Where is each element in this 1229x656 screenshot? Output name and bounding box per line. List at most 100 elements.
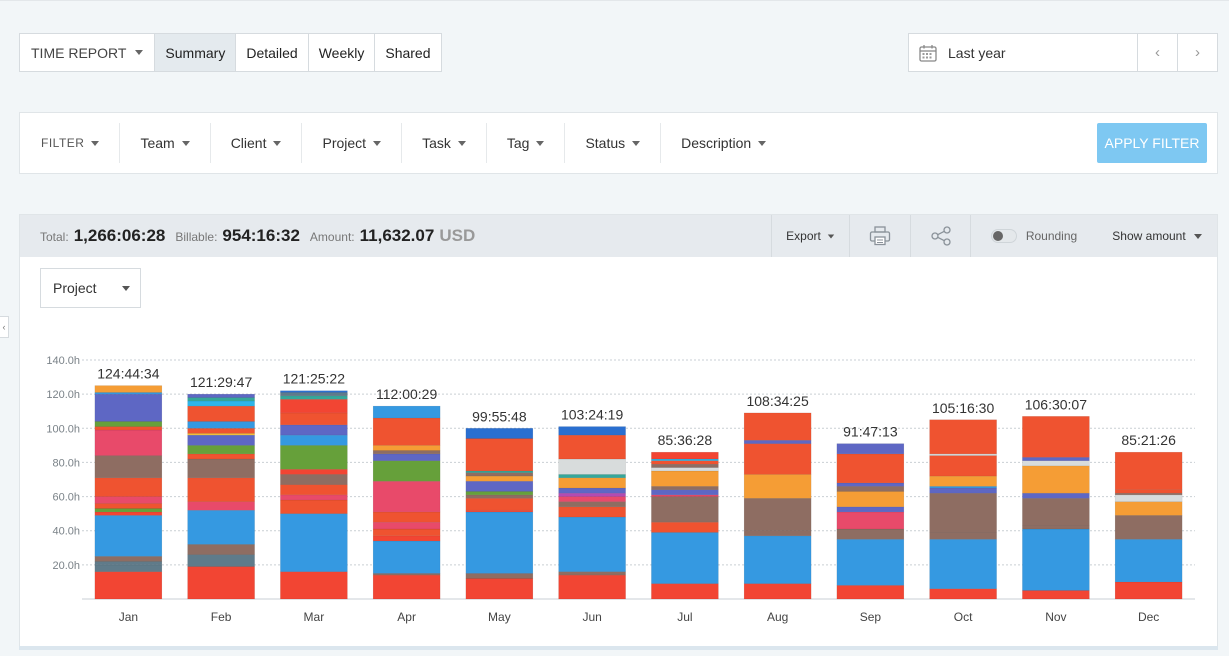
bar-segment bbox=[372, 480, 441, 513]
print-button[interactable] bbox=[849, 215, 910, 257]
bar-segment bbox=[465, 491, 534, 496]
bar-segment bbox=[280, 513, 348, 572]
bar-segment bbox=[651, 463, 719, 468]
bar-segment bbox=[651, 460, 719, 465]
show-amount-dropdown[interactable]: Show amount bbox=[1097, 215, 1217, 257]
bar-segment bbox=[743, 439, 812, 444]
date-range-picker: Last year ‹ › bbox=[908, 33, 1218, 72]
bar-segment bbox=[280, 494, 348, 501]
bar-segment bbox=[187, 501, 255, 511]
filter-tag[interactable]: Tag bbox=[487, 123, 566, 163]
panel-bottom-edge bbox=[19, 646, 1218, 650]
x-tick-label: May bbox=[488, 610, 511, 624]
y-tick-label: 40.0h bbox=[52, 526, 80, 538]
chevron-right-icon: › bbox=[1195, 44, 1200, 61]
bar-segment bbox=[280, 469, 348, 475]
bar-segment bbox=[372, 574, 441, 600]
filter-bar: FILTER Team Client Project Task Tag Stat… bbox=[19, 112, 1218, 174]
bar-segment bbox=[94, 429, 163, 456]
chevron-down-icon bbox=[373, 140, 382, 146]
bar-segment bbox=[1114, 501, 1183, 516]
bar-segment bbox=[280, 474, 348, 485]
tab-summary[interactable]: Summary bbox=[155, 34, 237, 71]
bar-segment bbox=[372, 573, 441, 576]
rounding-toggle[interactable]: Rounding bbox=[970, 215, 1097, 257]
bar-segment bbox=[94, 421, 163, 427]
chevron-down-icon bbox=[827, 234, 835, 238]
filter-team-label: Team bbox=[140, 135, 175, 151]
bar-segment bbox=[651, 494, 719, 497]
chevron-down-icon bbox=[91, 140, 100, 146]
bar-total-label: 106:30:07 bbox=[1025, 396, 1087, 412]
bar-segment bbox=[1022, 590, 1090, 600]
bar-segment bbox=[280, 484, 348, 496]
bar-segment bbox=[94, 511, 163, 516]
report-panel: Total: 1,266:06:28 Billable: 954:16:32 A… bbox=[19, 214, 1218, 648]
bar-segment bbox=[1114, 539, 1183, 583]
bar-segment bbox=[651, 467, 719, 472]
filter-task-label: Task bbox=[422, 135, 451, 151]
export-button[interactable]: Export bbox=[771, 215, 849, 257]
bar-segment bbox=[465, 480, 534, 492]
bar-segment bbox=[372, 450, 441, 455]
filter-client[interactable]: Client bbox=[211, 123, 303, 163]
tab-detailed[interactable]: Detailed bbox=[236, 34, 309, 71]
bar-segment bbox=[372, 540, 441, 574]
bar-segment bbox=[558, 426, 626, 436]
sidebar-collapse-toggle[interactable]: ‹ bbox=[0, 316, 9, 338]
x-tick-label: Nov bbox=[1045, 610, 1066, 624]
filter-description[interactable]: Description bbox=[661, 123, 786, 163]
date-range-button[interactable]: Last year bbox=[909, 34, 1137, 71]
report-tabs: TIME REPORT Summary Detailed Weekly Shar… bbox=[19, 33, 442, 72]
group-by-label: Project bbox=[53, 280, 97, 296]
bar-segment bbox=[465, 470, 534, 473]
filter-menu[interactable]: FILTER bbox=[20, 123, 121, 163]
filter-task[interactable]: Task bbox=[402, 123, 487, 163]
bar-segment bbox=[1022, 465, 1090, 494]
bar-total-label: 91:47:13 bbox=[843, 424, 898, 440]
bar-segment bbox=[558, 496, 626, 502]
tab-weekly[interactable]: Weekly bbox=[309, 34, 376, 71]
bar-segment bbox=[836, 528, 905, 540]
filter-project[interactable]: Project bbox=[302, 123, 403, 163]
bar-segment bbox=[651, 489, 719, 496]
bar-segment bbox=[1022, 498, 1090, 526]
bar-segment bbox=[465, 573, 534, 579]
chevron-down-icon bbox=[632, 140, 641, 146]
bar-segment bbox=[187, 554, 255, 567]
share-button[interactable] bbox=[910, 215, 970, 257]
bar-total-label: 85:21:26 bbox=[1121, 432, 1176, 448]
bar-segment bbox=[743, 583, 812, 600]
bar-segment bbox=[187, 477, 255, 502]
bar-segment bbox=[929, 588, 997, 600]
x-tick-label: Jul bbox=[677, 610, 692, 624]
share-icon bbox=[930, 226, 951, 246]
bar-segment bbox=[187, 458, 255, 479]
next-period-button[interactable]: › bbox=[1177, 34, 1217, 71]
bar-segment bbox=[1022, 492, 1090, 499]
tab-shared[interactable]: Shared bbox=[385, 44, 431, 61]
report-tools: Export bbox=[771, 215, 1217, 257]
bar-segment bbox=[1022, 457, 1090, 461]
time-report-menu[interactable]: TIME REPORT bbox=[20, 34, 156, 71]
bar-segment bbox=[743, 498, 812, 531]
chevron-down-icon bbox=[1193, 233, 1202, 239]
bar-total-label: 105:16:30 bbox=[932, 400, 994, 416]
filter-team[interactable]: Team bbox=[120, 123, 211, 163]
bar-segment bbox=[836, 511, 905, 530]
group-by-select[interactable]: Project bbox=[40, 268, 141, 308]
y-tick-label: 20.0h bbox=[52, 560, 80, 572]
bar-segment bbox=[929, 539, 997, 590]
bar-segment bbox=[94, 392, 163, 395]
billable-value: 954:16:32 bbox=[222, 226, 300, 245]
previous-period-button[interactable]: ‹ bbox=[1137, 34, 1177, 71]
totals-bar: Total: 1,266:06:28 Billable: 954:16:32 A… bbox=[20, 215, 1217, 257]
apply-filter-button[interactable]: APPLY FILTER bbox=[1097, 123, 1207, 163]
bar-segment bbox=[743, 412, 812, 441]
x-tick-label: Oct bbox=[954, 610, 973, 624]
filter-status[interactable]: Status bbox=[565, 123, 662, 163]
bar-segment bbox=[187, 428, 255, 434]
bar-segment bbox=[94, 564, 163, 572]
amount-label: Amount: bbox=[309, 230, 355, 244]
bar-segment bbox=[187, 445, 255, 455]
